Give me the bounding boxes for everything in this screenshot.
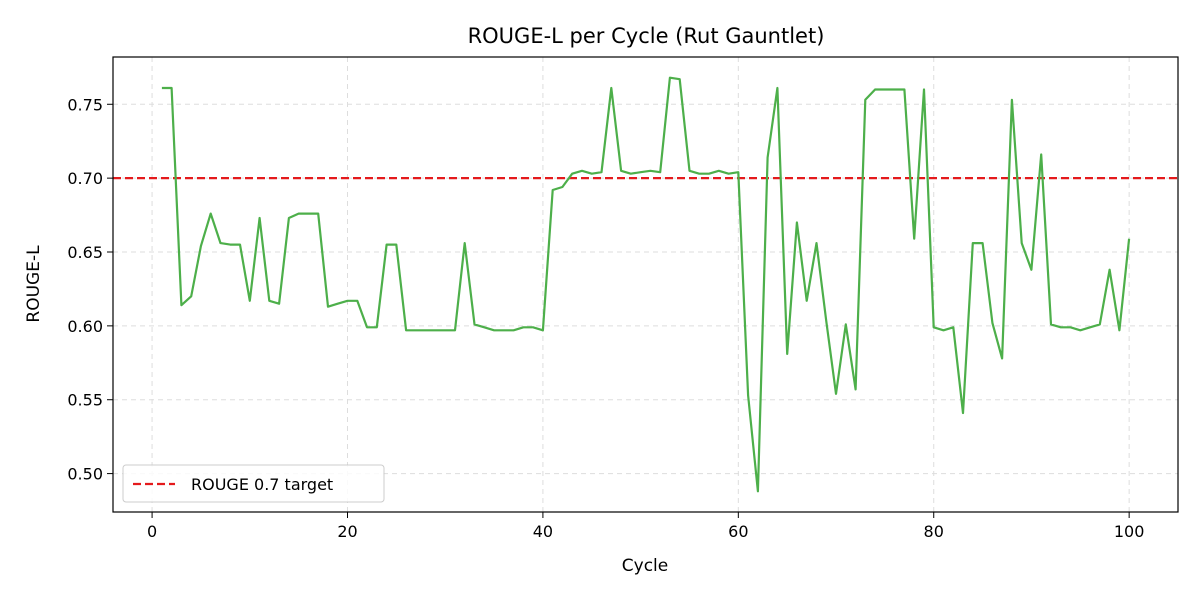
x-axis-ticks: 0 20 40 60 80 100	[147, 512, 1144, 541]
y-axis-ticks: 0.50 0.55 0.60 0.65 0.70 0.75	[67, 95, 113, 484]
legend-box	[122, 464, 385, 503]
legend: ROUGE 0.7 target	[122, 464, 385, 503]
plot-frame	[112, 56, 1179, 513]
y-tick-label: 0.75	[67, 95, 103, 114]
y-tick-label: 0.50	[67, 465, 103, 484]
x-tick-label: 20	[337, 522, 357, 541]
x-tick-label: 40	[533, 522, 553, 541]
y-tick-label: 0.55	[67, 391, 103, 410]
chart-title: ROUGE-L per Cycle (Rut Gauntlet)	[468, 24, 825, 48]
rouge-l-series-line	[161, 76, 1131, 493]
y-tick-label: 0.60	[67, 317, 103, 336]
y-axis-label: ROUGE-L	[24, 245, 44, 323]
series-group	[161, 76, 1131, 493]
y-tick-label: 0.70	[67, 169, 103, 188]
x-tick-label: 60	[728, 522, 748, 541]
x-axis-label: Cycle	[622, 556, 668, 576]
legend-label-target: ROUGE 0.7 target	[191, 475, 333, 494]
grid-lines	[113, 57, 1178, 512]
x-tick-label: 100	[1114, 522, 1145, 541]
x-tick-label: 0	[147, 522, 157, 541]
y-tick-label: 0.65	[67, 243, 103, 262]
x-tick-label: 80	[924, 522, 944, 541]
